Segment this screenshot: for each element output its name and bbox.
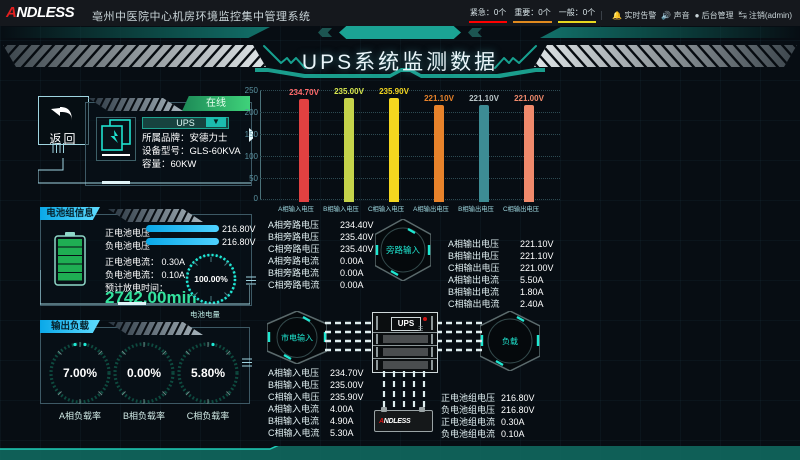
svg-text:市电输入: 市电输入 (281, 333, 313, 343)
svg-text:旁路输入: 旁路输入 (386, 245, 421, 255)
svg-text:5.80%: 5.80% (191, 366, 225, 380)
svg-text:7.00%: 7.00% (63, 366, 97, 380)
svg-text:0.00%: 0.00% (127, 366, 161, 380)
svg-text:负载: 负载 (502, 336, 518, 346)
